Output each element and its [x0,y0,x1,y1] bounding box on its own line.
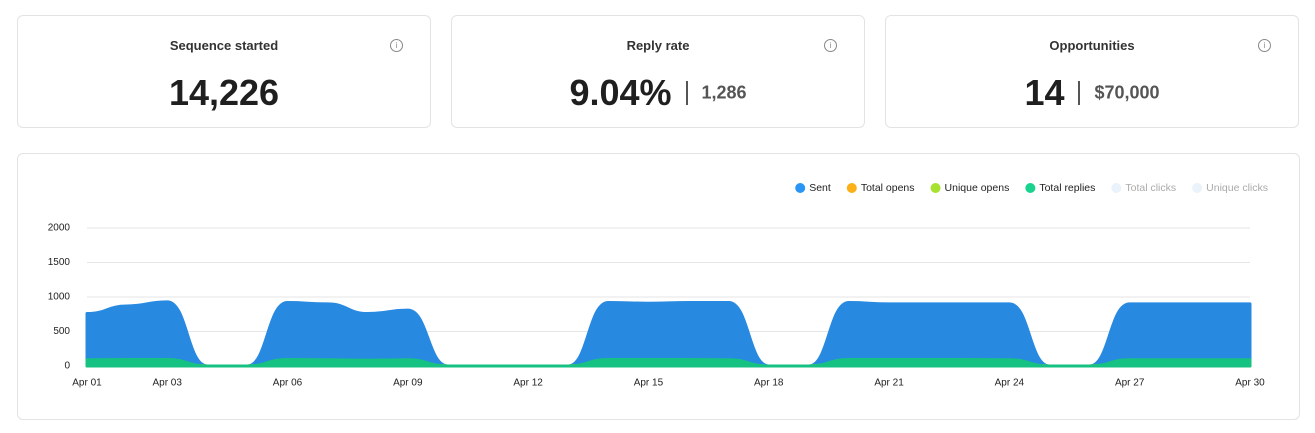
stat-card: Sequence started i 14,226 [17,15,431,128]
x-tick-label: Apr 21 [874,378,904,389]
info-icon[interactable]: i [824,39,837,52]
x-tick-label: Apr 09 [393,378,423,389]
x-tick-label: Apr 24 [995,378,1025,389]
legend-label: Total replies [1039,182,1095,194]
legend-swatch [795,183,806,193]
info-icon[interactable]: i [1258,39,1271,52]
area [85,357,1252,368]
legend: Unique clicks Total clicks Total replies Un… [795,182,1268,194]
stat-card: Reply rate i 9.04% 1,286 [451,15,865,128]
legend-swatch [846,183,857,193]
card-title: Opportunities [1049,38,1135,53]
card-title: Sequence started [169,38,279,53]
card-value: 14 [1024,72,1065,113]
legend-swatch [930,183,941,193]
legend-label: Total clicks [1125,182,1176,194]
y-tick-label: 1500 [48,257,71,268]
x-tick-label: Apr 18 [754,378,784,389]
y-tick-label: 1000 [48,292,71,303]
legend-label: Unique opens [945,182,1010,194]
x-tick-label: Apr 27 [1115,378,1145,389]
x-tick-label: Apr 15 [634,378,664,389]
card-value: 14,226 [168,72,280,113]
divider [685,81,688,105]
x-tick-label: Apr 03 [152,378,182,389]
legend-swatch [1025,183,1036,193]
legend-label: Sent [809,182,831,194]
card-secondary: 1,286 [701,82,747,103]
area [85,300,1252,368]
info-icon[interactable]: i [390,39,403,52]
chart: 0 500 1000 1500 2000 Apr 01 Apr 03 Apr 06 Apr 09… [48,182,1268,389]
legend-label: Unique clicks [1206,182,1268,194]
divider [1078,81,1081,105]
y-tick-label: 500 [53,326,70,337]
legend-swatch [1192,183,1203,193]
y-tick-label: 0 [64,361,70,372]
card-secondary: $70,000 [1094,82,1160,103]
x-tick-label: Apr 06 [273,378,303,389]
x-tick-label: Apr 30 [1235,378,1265,389]
card-title: Reply rate [626,38,690,53]
y-tick-label: 2000 [48,223,71,234]
legend-swatch [1111,183,1122,193]
x-tick-label: Apr 12 [513,378,543,389]
chart-card: 0 500 1000 1500 2000 Apr 01 Apr 03 Apr 06 Apr 09… [17,153,1300,420]
x-tick-label: Apr 01 [72,378,102,389]
stat-card: Opportunities i 14 $70,000 [885,15,1299,128]
card-value: 9.04% [569,72,672,113]
legend-label: Total opens [861,182,915,194]
